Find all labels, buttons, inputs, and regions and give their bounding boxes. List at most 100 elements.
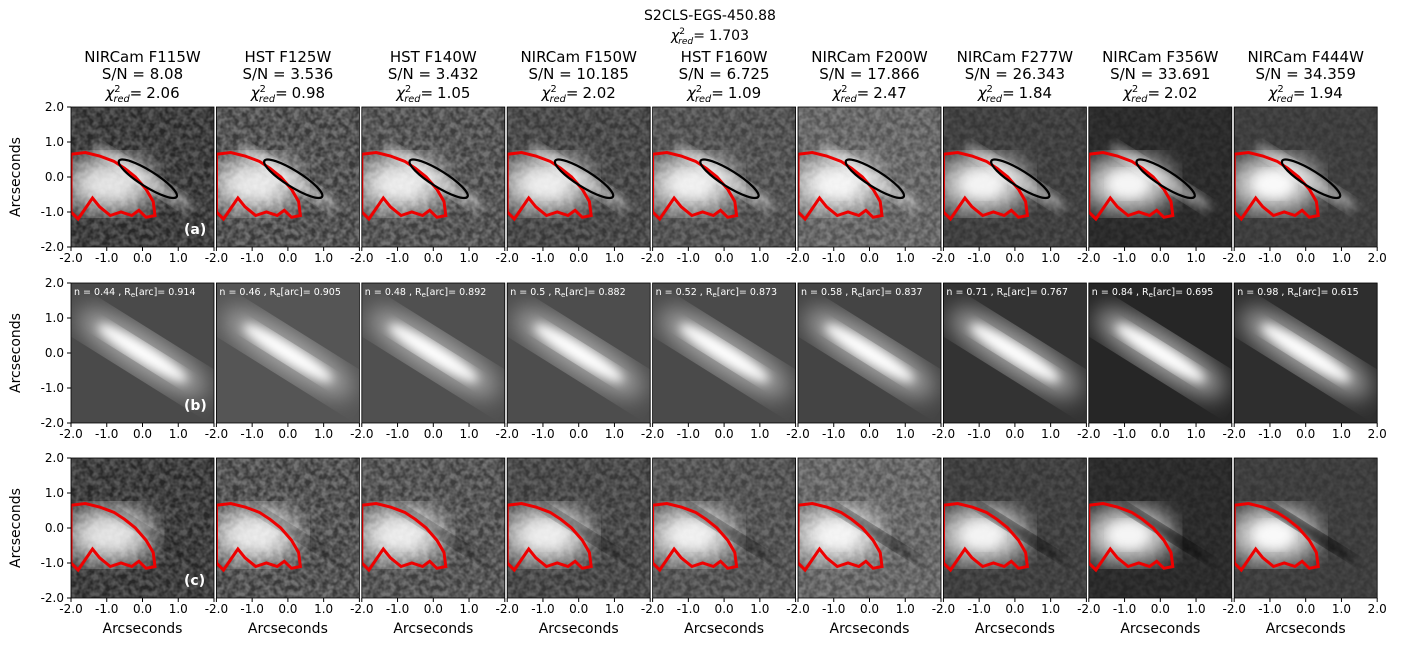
panel-image	[71, 107, 214, 247]
chi2-symbol: χ	[670, 28, 680, 44]
red-contour	[652, 150, 739, 222]
model-sub: e	[131, 291, 135, 299]
panel-image	[507, 107, 651, 247]
x-tick-label: 0.0	[715, 427, 734, 441]
x-tick-label: -1.0	[967, 602, 990, 616]
panel: -2.0 -1.0 0.0 1.0	[932, 106, 1087, 265]
red-contour	[1088, 150, 1175, 222]
chi2-sup: 2	[405, 84, 411, 95]
model-re: [arc]= 0.882	[565, 287, 625, 298]
x-tick-label: -2.0	[641, 602, 664, 616]
chi2-eq: =	[711, 84, 724, 102]
x-tick-label: 1.0	[896, 602, 915, 616]
x-tick-label: 1.0	[314, 251, 333, 265]
x-axis-label: Arcseconds	[1266, 621, 1346, 637]
filter-name: HST F160W	[681, 48, 768, 66]
galaxy-core	[671, 170, 712, 198]
sn-label: S/N = 3.536	[242, 65, 333, 83]
panel: -2.0 -1.0 0.0 1.0 Arcseconds	[205, 457, 360, 637]
galaxy-core	[90, 521, 131, 549]
chi2-label: χ2 red= 0.98	[250, 84, 325, 105]
x-tick-label: -2.0	[350, 602, 373, 616]
chi2-symbol: χ	[250, 84, 261, 102]
chi2-sup: 2	[1277, 84, 1283, 95]
x-tick-label: 1.0	[1187, 602, 1206, 616]
model-params: n = 0.48 , Re[arc]= 0.892	[365, 287, 487, 299]
x-tick-label: 0.0	[133, 602, 152, 616]
chi2-eq: =	[566, 84, 579, 102]
x-tick-label: -1.0	[822, 602, 845, 616]
panel-image	[1088, 458, 1232, 598]
x-tick-label: 0.0	[1005, 602, 1024, 616]
galaxy-core	[381, 170, 422, 198]
chi2-value: 2.02	[582, 84, 615, 102]
chi2-eq: =	[1147, 84, 1160, 102]
x-tick-label: -2.0	[641, 427, 664, 441]
y-tick-label: -2.0	[41, 240, 64, 254]
aperture	[117, 158, 179, 200]
y-tick-label: 2.0	[45, 276, 64, 290]
chi2-label: χ2 red= 2.47	[831, 84, 906, 105]
panel-image	[361, 107, 505, 247]
red-contour	[798, 150, 884, 222]
galaxy-core	[817, 521, 858, 549]
chi2-sub: red	[678, 37, 693, 47]
model-re: [arc]= 0.873	[717, 287, 777, 298]
x-tick-label: 1.0	[750, 602, 769, 616]
y-tick-label: 1.0	[45, 486, 64, 500]
model-params: n = 0.58 , Re[arc]= 0.837	[801, 287, 923, 299]
panel: -2.0 -1.0 0.0 1.0 Arcseconds	[350, 457, 506, 637]
panel: (a) -2.0-2.0 -1.0 -1.0 0.0 0.0 1.0 1.0 2.0 Arcsec…	[8, 100, 215, 265]
x-tick-label: 1.0	[460, 602, 479, 616]
x-tick-label: 2.0	[1368, 427, 1387, 441]
x-tick-label: 0.0	[715, 602, 734, 616]
x-tick-label: -1.0	[240, 602, 263, 616]
red-contour	[361, 150, 448, 222]
x-tick-label: -1.0	[240, 427, 263, 441]
x-tick-label: 0.0	[715, 251, 734, 265]
sn-label: S/N = 26.343	[965, 65, 1065, 83]
model-params: n = 0.84 , Re[arc]= 0.695	[1092, 287, 1214, 299]
y-axis-label: Arcseconds	[8, 137, 24, 217]
x-tick-label: 0.0	[424, 602, 443, 616]
x-tick-label: -2.0	[59, 427, 82, 441]
x-tick-label: 1.0	[605, 251, 624, 265]
chi2-value: 1.94	[1309, 84, 1342, 102]
row-label: (a)	[184, 222, 206, 238]
panel-image	[1234, 107, 1378, 247]
galaxy-core	[671, 521, 712, 549]
x-tick-label: -1.0	[386, 251, 409, 265]
x-tick-label: 0.0	[133, 427, 152, 441]
model-sub: e	[561, 291, 565, 299]
model-n: n = 0.46 , R	[219, 287, 276, 298]
model-core	[98, 324, 187, 382]
model-n: n = 0.84 , R	[1092, 287, 1149, 298]
chi2-symbol: χ	[104, 84, 115, 102]
x-tick-label: 0.0	[1005, 251, 1024, 265]
aperture	[844, 158, 906, 200]
red-contour	[1234, 501, 1320, 573]
x-tick-label: 1.0	[169, 427, 188, 441]
y-tick-label: 0.0	[45, 521, 64, 535]
chi2-symbol: χ	[1268, 84, 1279, 102]
panel: -2.0 -1.0 0.0 1.0	[1077, 106, 1233, 265]
y-tick-label: -1.0	[41, 556, 64, 570]
figure-title: S2CLS-EGS-450.88	[644, 8, 776, 24]
chi2-symbol: χ	[1122, 84, 1133, 102]
x-tick-label: 0.0	[1296, 427, 1315, 441]
x-tick-label: 0.0	[1151, 427, 1170, 441]
x-tick-label: -2.0	[350, 251, 373, 265]
filter-name: NIRCam F150W	[520, 48, 637, 66]
x-axis-label: Arcseconds	[830, 621, 910, 637]
x-tick-label: -2.0	[495, 251, 518, 265]
x-tick-label: 1.0	[1041, 602, 1060, 616]
panel-image	[1234, 458, 1378, 598]
y-tick-label: 1.0	[45, 135, 64, 149]
x-tick-label: -1.0	[386, 427, 409, 441]
panel: n = 0.58 , Re[arc]= 0.837 -2.0 -1.0 0.0 1.0	[786, 282, 942, 441]
x-tick-label: -1.0	[531, 427, 554, 441]
model-re: [arc]= 0.905	[281, 287, 341, 298]
red-contour	[507, 150, 593, 222]
galaxy-tail	[673, 144, 776, 210]
